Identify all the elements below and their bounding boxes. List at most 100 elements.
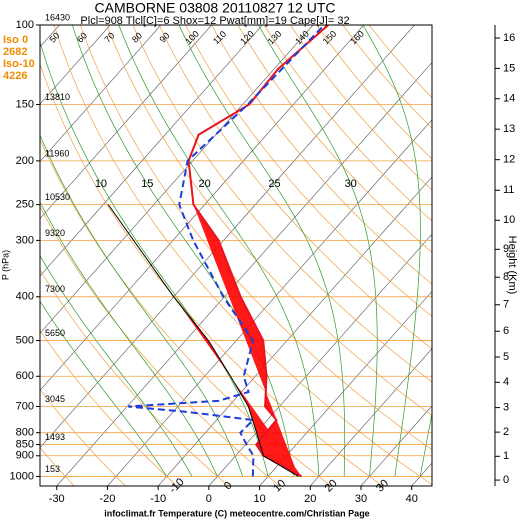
dry-adiabat	[106, 25, 432, 416]
dry-adiabat	[263, 25, 432, 222]
isotherm	[360, 405, 432, 486]
y2-tick-label: 1	[503, 450, 509, 462]
height-label: 16430	[45, 12, 70, 22]
isotherm	[40, 25, 212, 220]
isotherm	[40, 25, 111, 105]
height-label: 13810	[45, 92, 70, 102]
x-tick-label: 40	[406, 493, 418, 505]
height-label: 7300	[45, 284, 65, 294]
isotherm	[40, 25, 364, 391]
chart-subtitle: Plcl=908 Tlcl[C]=6 Shox=12 Pwat[mm]=19 C…	[80, 15, 349, 27]
isotherm	[56, 61, 432, 486]
moist-adiabat-label: 15	[141, 178, 153, 190]
isotherm	[40, 25, 263, 277]
height-label: 9320	[45, 228, 65, 238]
isotherm	[40, 25, 314, 334]
y-tick-label: 150	[16, 98, 34, 110]
profiles	[107, 25, 329, 478]
y2-tick-label: 6	[503, 325, 509, 337]
isotherm	[310, 348, 432, 486]
dry-adiabat	[237, 25, 432, 253]
dry-adiabat	[80, 25, 432, 451]
top-label: 160	[348, 29, 366, 47]
y2-tick-label: 11	[503, 184, 514, 196]
height-label: 1493	[45, 432, 65, 442]
height-label: 5650	[45, 328, 65, 338]
dry-adiabat	[316, 25, 432, 160]
dry-adiabat	[158, 25, 432, 350]
x-tick-label: -30	[49, 493, 65, 505]
series-line	[187, 25, 329, 478]
dry-adiabat-label: -10	[167, 476, 187, 496]
dry-adiabat	[40, 388, 126, 486]
x-tick-label: 10	[253, 493, 265, 505]
series-line	[107, 204, 299, 477]
y2-tick-label: 5	[503, 351, 509, 363]
top-label: 90	[157, 30, 171, 44]
y2-tick-label: 4	[503, 376, 509, 388]
isotherm	[40, 25, 415, 449]
iso-label: 2682	[3, 46, 27, 58]
dry-adiabat	[132, 25, 432, 383]
y-tick-label: 850	[16, 438, 34, 450]
moist-adiabat	[258, 25, 378, 477]
isotherm	[259, 290, 432, 486]
top-label: 100	[183, 29, 201, 47]
plot-frame	[39, 24, 433, 487]
y-tick-label: 300	[16, 234, 34, 246]
top-label: 70	[102, 30, 116, 44]
iso-label: Iso 0	[3, 34, 28, 46]
dry-adiabat	[40, 206, 280, 486]
y-tick-label: 500	[16, 334, 34, 346]
y-tick-label: 800	[16, 427, 34, 439]
y-tick-label: 100	[16, 19, 34, 31]
y2-axis-label: Height (Km)	[506, 236, 518, 295]
y-tick-label: 200	[16, 155, 34, 167]
y-tick-label: 900	[16, 450, 34, 462]
isotherm	[40, 25, 162, 162]
y-tick-label: 400	[16, 291, 34, 303]
background-lines	[40, 25, 432, 486]
dry-adiabat	[40, 329, 178, 486]
x-tick-label: 0	[206, 493, 212, 505]
isotherm	[157, 176, 432, 486]
moist-adiabat	[362, 25, 421, 477]
dry-adiabat	[40, 447, 75, 486]
dry-adiabat-label: 10	[271, 477, 288, 494]
y-tick-label: 1000	[10, 470, 34, 482]
chart-title: CAMBORNE 03808 20110827 12 UTC	[95, 0, 336, 16]
x-tick-label: -20	[99, 493, 115, 505]
top-label: 120	[238, 29, 256, 47]
dry-adiabat-label: 30	[374, 477, 391, 494]
isotherm	[208, 233, 432, 486]
moist-adiabat-label: 30	[345, 178, 357, 190]
y2-tick-label: 15	[503, 62, 515, 74]
y-tick-label: 600	[16, 370, 34, 382]
height-label: 10530	[45, 192, 70, 202]
y2-tick-label: 0	[503, 474, 509, 486]
iso-label: Iso-10	[3, 58, 35, 70]
footer: infoclimat.fr Temperature (C) meteocentr…	[104, 508, 369, 518]
dry-adiabat	[53, 25, 432, 486]
series-line	[128, 25, 325, 477]
y-tick-label: 250	[16, 199, 34, 211]
y2-tick-label: 9	[503, 243, 509, 255]
isotherm	[107, 119, 432, 486]
dry-adiabat	[40, 138, 332, 486]
moist-adiabat-label: 25	[268, 178, 280, 190]
y2-tick-label: 7	[503, 299, 509, 311]
y2-tick-label: 8	[503, 271, 509, 283]
y2-tick-label: 12	[503, 154, 515, 166]
y-tick-label: 700	[16, 400, 34, 412]
x-tick-label: 20	[304, 493, 316, 505]
y2-tick-label: 2	[503, 426, 509, 438]
height-label: 3045	[45, 394, 65, 404]
x-tick-label: -10	[150, 493, 166, 505]
y2-tick-label: 13	[503, 123, 515, 135]
moist-adiabat	[419, 411, 432, 477]
y2-tick-label: 16	[503, 32, 515, 44]
dry-adiabat	[211, 25, 432, 285]
y2-tick-label: 14	[503, 93, 515, 105]
dry-adiabat	[40, 269, 229, 486]
